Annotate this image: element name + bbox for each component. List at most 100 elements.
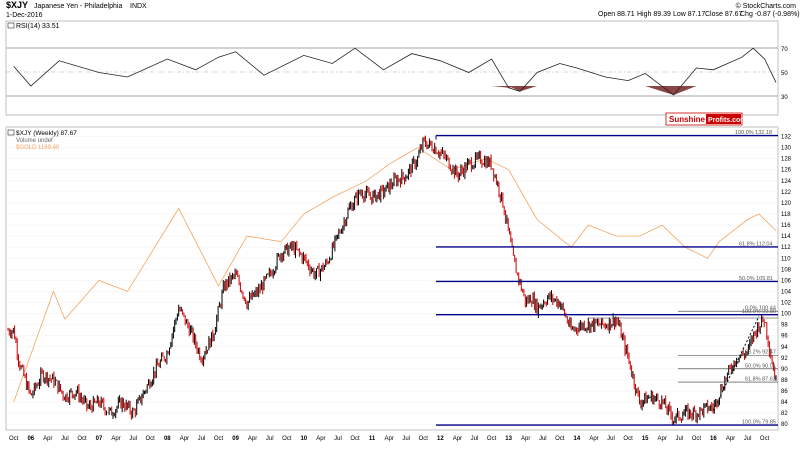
- y-tick-label: 124: [781, 179, 792, 185]
- rsi-tick-50: 50: [781, 71, 788, 77]
- x-tick-label: Jul: [334, 436, 342, 442]
- x-tick-label: Jul: [539, 436, 547, 442]
- x-tick-label: 16: [710, 436, 717, 442]
- x-tick-label: Oct: [214, 436, 224, 442]
- x-tick-label: Jul: [471, 436, 479, 442]
- low-value: Low 87.17: [673, 11, 705, 18]
- logo-text-profits: Profits.com: [708, 117, 747, 124]
- y-tick-label: 86: [781, 389, 788, 395]
- dotted-trend-line: [712, 316, 760, 411]
- logo-text-sunshine: Sunshine: [669, 115, 706, 124]
- fib-label-500b: 50.0% 90.01: [745, 363, 776, 369]
- y-tick-label: 106: [781, 278, 792, 284]
- quote-bar: Open 88.71 High 89.39 Low 87.17 Close 87…: [598, 11, 800, 18]
- close-value: Close 87.67: [705, 11, 742, 18]
- x-tick-label: Oct: [146, 436, 156, 442]
- x-tick-label: 06: [27, 436, 34, 442]
- y-tick-label: 84: [781, 400, 788, 406]
- y-tick-label: 130: [781, 146, 792, 152]
- x-tick-label: Jul: [198, 436, 206, 442]
- x-tick-label: Jul: [402, 436, 410, 442]
- fib-label-618: 61.8% 112.04: [739, 242, 773, 248]
- symbol-title: $XJY: [6, 0, 28, 10]
- fib-label-100b: 100.0% 99.80: [742, 309, 776, 315]
- x-tick-label: Apr: [180, 436, 189, 442]
- x-tick-label: Apr: [521, 436, 530, 442]
- x-tick-label: 14: [574, 436, 581, 442]
- y-tick-label: 92: [781, 356, 788, 362]
- x-tick-label: Jul: [61, 436, 69, 442]
- fib-label-bottom: 100.0% 79.85: [742, 420, 776, 426]
- y-tick-label: 100: [781, 312, 792, 318]
- fib-label-382: 38.2% 92.47: [745, 350, 776, 356]
- x-tick-label: 13: [505, 436, 512, 442]
- y-tick-label: 82: [781, 411, 788, 417]
- x-tick-label: 08: [164, 436, 171, 442]
- y-tick-label: 80: [781, 422, 788, 428]
- x-tick-label: Oct: [555, 436, 565, 442]
- x-tick-label: Jul: [129, 436, 137, 442]
- x-tick-label: Jul: [266, 436, 274, 442]
- x-tick-label: Apr: [453, 436, 462, 442]
- y-tick-label: 102: [781, 301, 792, 307]
- y-tick-label: 104: [781, 289, 792, 295]
- rsi-frame: [5, 20, 779, 116]
- x-tick-label: 10: [300, 436, 307, 442]
- price-gridlines: [6, 136, 778, 425]
- y-tick-label: 122: [781, 190, 792, 196]
- x-tick-label: Apr: [726, 436, 735, 442]
- x-tick-label: Apr: [111, 436, 120, 442]
- price-bars: [7, 135, 777, 426]
- x-tick-label: Apr: [385, 436, 394, 442]
- logo-red-block: [706, 114, 741, 124]
- sunshine-profits-logo: Sunshine Profits.com: [665, 112, 747, 126]
- fib-labels: 100.0% 132.18 61.8% 112.04 50.0% 105.81 …: [735, 130, 776, 426]
- x-tick-label: Oct: [77, 436, 87, 442]
- x-tick-label: Oct: [9, 436, 19, 442]
- volume-legend: Volume undef: [16, 138, 53, 144]
- y-tick-label: 88: [781, 378, 788, 384]
- x-tick-label: Oct: [487, 436, 497, 442]
- y-tick-label: 112: [781, 245, 791, 251]
- time-x-axis: Oct 06 Apr Jul Oct 07 Apr Jul Oct 08 Apr Jul Oct 09 Ap…: [9, 436, 770, 442]
- y-tick-label: 116: [781, 223, 791, 229]
- y-tick-label: 132: [781, 135, 792, 141]
- x-tick-label: Jul: [675, 436, 683, 442]
- x-tick-label: Oct: [282, 436, 292, 442]
- stockcharts-credit: © StockCharts.com: [736, 2, 797, 10]
- rsi-legend-swatch: [7, 22, 15, 29]
- y-tick-label: 114: [781, 234, 791, 240]
- x-tick-label: Oct: [623, 436, 633, 442]
- y-tick-label: 90: [781, 367, 788, 373]
- y-tick-label: 118: [781, 212, 791, 218]
- rsi-panel: RSI(14) 33.51 70 50 30: [5, 20, 788, 116]
- change-value: Chg -0.87 (-0.98%): [740, 11, 800, 18]
- rsi-tick-70: 70: [781, 47, 788, 53]
- price-frame: [5, 126, 779, 431]
- price-y-axis: 132 130 128 126 124 122 120 118 116 114 112 110 108 1…: [781, 135, 792, 429]
- x-tick-label: Oct: [692, 436, 702, 442]
- chart-date: 1-Dec-2016: [6, 12, 43, 19]
- exchange-label: INDX: [130, 3, 147, 10]
- gold-legend: $GOLD 1169.40: [16, 145, 60, 151]
- rsi-tick-30: 30: [781, 95, 788, 101]
- y-tick-label: 126: [781, 168, 792, 174]
- y-tick-label: 108: [781, 267, 792, 273]
- instrument-name: Japanese Yen - Philadelphia: [34, 3, 122, 10]
- fib-label-618b: 61.8% 87.62: [745, 377, 776, 383]
- fib-label-500: 50.0% 105.81: [739, 276, 773, 282]
- x-tick-label: 07: [96, 436, 103, 442]
- x-tick-label: 15: [642, 436, 649, 442]
- x-tick-label: Apr: [316, 436, 325, 442]
- x-tick-label: Apr: [658, 436, 667, 442]
- x-tick-label: Apr: [248, 436, 257, 442]
- rsi-line: [13, 47, 777, 96]
- price-legend: $XJY (Weekly) 87.67: [16, 130, 77, 137]
- y-tick-label: 98: [781, 323, 788, 329]
- price-panel: 132 130 128 126 124 122 120 118 116 114 112 110 108 1…: [5, 112, 792, 431]
- x-tick-label: 09: [232, 436, 239, 442]
- y-tick-label: 120: [781, 201, 792, 207]
- price-legend-swatch: [7, 129, 15, 136]
- x-tick-label: Jul: [744, 436, 752, 442]
